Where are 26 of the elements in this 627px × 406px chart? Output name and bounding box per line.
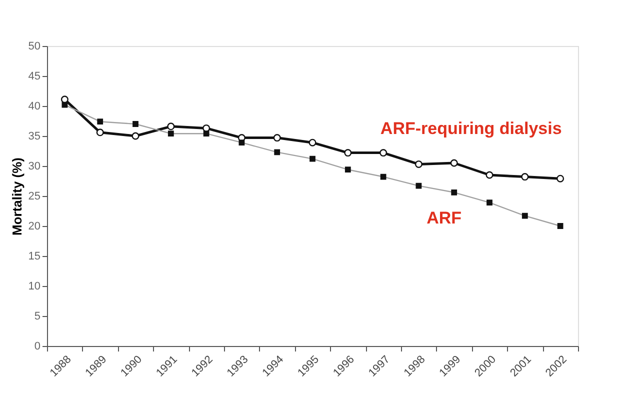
point (380, 149, 388, 157)
point (273, 134, 281, 142)
y-tick-label: 35 (28, 130, 40, 142)
y-tick-label: 0 (34, 340, 40, 352)
point (308, 138, 316, 146)
point (521, 173, 529, 181)
y-tick-label: 5 (34, 310, 40, 322)
point (96, 128, 104, 136)
point (414, 160, 422, 168)
point (167, 122, 175, 130)
y-tick-label: 20 (28, 220, 40, 232)
y-tick-label: 50 (28, 40, 40, 52)
point (132, 132, 140, 140)
y-tick-label: 10 (28, 280, 40, 292)
point (344, 149, 352, 157)
y-axis-title: Mortality (%) (9, 158, 24, 236)
y-tick-label: 45 (28, 70, 40, 82)
point (556, 174, 564, 182)
series-label: ARF-requiring dialysis (380, 119, 562, 138)
y-tick-label: 40 (28, 100, 40, 112)
y-tick-label: 30 (28, 160, 40, 172)
y-tick-label: 25 (28, 190, 40, 202)
series-label: ARF (426, 208, 462, 228)
point (450, 159, 458, 167)
y-tick-label: 15 (28, 250, 40, 262)
point (486, 171, 494, 179)
